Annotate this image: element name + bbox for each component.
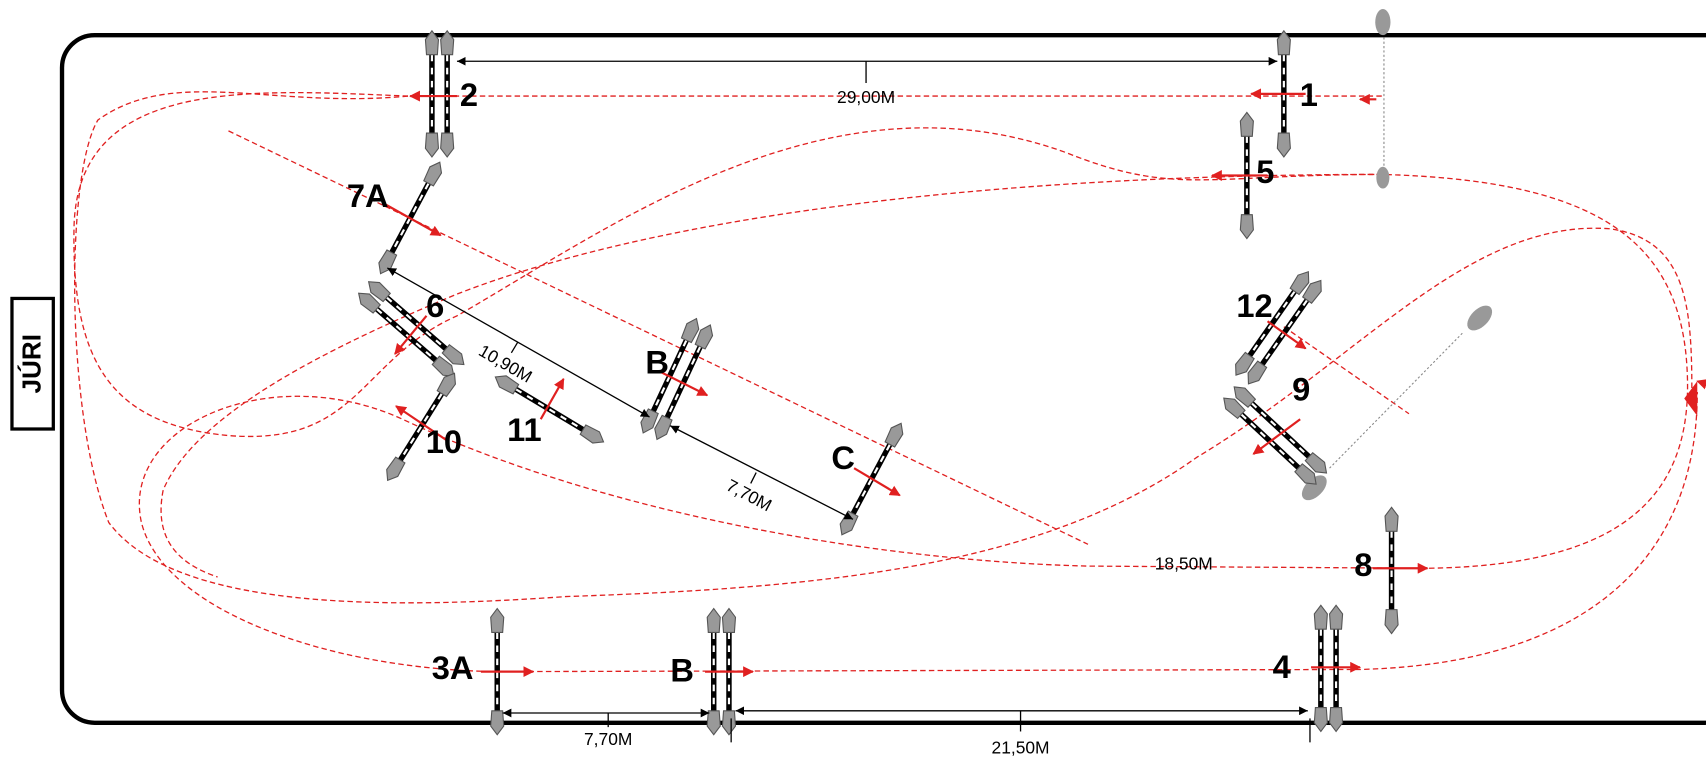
fence-label: 12 xyxy=(1236,287,1272,324)
distance-label: 7,70M xyxy=(723,475,775,515)
jury-box xyxy=(10,296,55,431)
distance-label: 7,70M xyxy=(584,729,632,749)
fence-label: 3A xyxy=(432,649,474,686)
fence-label: 10 xyxy=(426,423,462,460)
fence-label: C xyxy=(831,439,855,476)
distance-label: 21,50M xyxy=(992,737,1050,757)
direction-arrows xyxy=(385,88,1697,678)
distance-label: 29,00M xyxy=(837,87,895,107)
fence-label: 9 xyxy=(1292,371,1310,408)
fence-label: 1 xyxy=(1300,76,1318,113)
distance-labels: 29,00M 10,90M 7,70M 7,70M 21,50M 18,50M xyxy=(475,87,1212,758)
fence-label: 11 xyxy=(507,411,542,448)
fence-labels: 1 2 3A B 4 5 6 7A B C 8 9 10 11 12 xyxy=(347,76,1372,689)
fence-label: 5 xyxy=(1256,153,1274,190)
fence-label: 7A xyxy=(347,177,389,214)
fence-label: 4 xyxy=(1273,648,1291,685)
fence-label: 2 xyxy=(460,76,478,113)
jury-label: JÚRI xyxy=(17,334,47,394)
fence-label: 6 xyxy=(426,287,444,324)
arena xyxy=(59,32,1706,725)
fence-label: B xyxy=(645,343,669,380)
fences xyxy=(354,31,1398,735)
fence-label: B xyxy=(670,651,694,688)
distance-label: 18,50M xyxy=(1155,554,1213,574)
track xyxy=(73,9,1698,673)
distance-lines xyxy=(387,56,1311,743)
fence-label: 8 xyxy=(1354,546,1372,583)
